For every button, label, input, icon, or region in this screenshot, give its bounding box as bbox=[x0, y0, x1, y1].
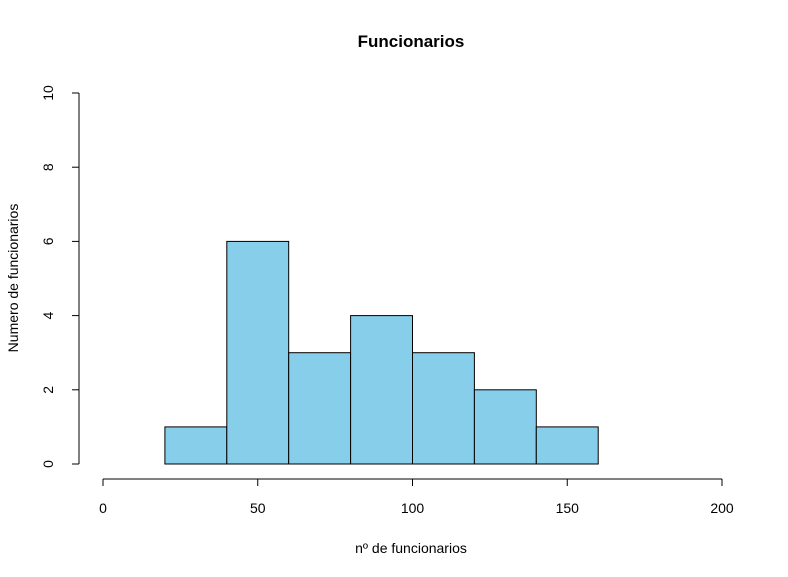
chart-title: Funcionarios bbox=[358, 32, 465, 51]
histogram-bar bbox=[288, 352, 352, 465]
y-axis: 0 2 4 6 8 10 bbox=[40, 85, 80, 468]
bars-group bbox=[164, 240, 599, 465]
y-tick-label: 2 bbox=[40, 386, 56, 394]
x-tick-label: 100 bbox=[401, 500, 425, 516]
x-tick-label: 200 bbox=[710, 500, 734, 516]
y-tick-label: 8 bbox=[40, 163, 56, 171]
y-tick-label: 0 bbox=[40, 460, 56, 468]
y-axis-label: Numero de funcionarios bbox=[5, 204, 21, 353]
y-tick-label: 6 bbox=[40, 237, 56, 245]
x-axis: 0 50 100 150 200 bbox=[99, 478, 734, 516]
y-tick-label: 4 bbox=[40, 311, 56, 319]
x-tick-label: 150 bbox=[556, 500, 580, 516]
x-axis-label: nº de funcionarios bbox=[355, 540, 467, 556]
histogram-bar bbox=[226, 240, 290, 465]
x-tick-label: 0 bbox=[99, 500, 107, 516]
histogram-bar bbox=[350, 315, 414, 465]
y-tick-label: 10 bbox=[40, 85, 56, 101]
histogram-bar bbox=[164, 426, 228, 465]
histogram-bar bbox=[412, 352, 475, 465]
histogram-bar bbox=[535, 426, 599, 465]
histogram-bar bbox=[473, 389, 537, 465]
x-tick-label: 50 bbox=[250, 500, 266, 516]
